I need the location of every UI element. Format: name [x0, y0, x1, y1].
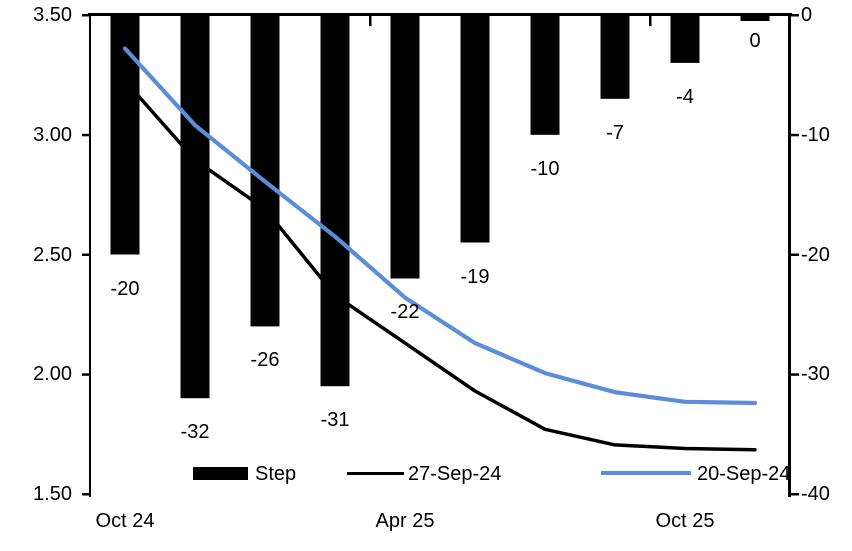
right-axis-tick-label: -40: [801, 483, 830, 505]
bar-step-8: [670, 15, 700, 63]
bar-step-9: [740, 15, 770, 21]
x-axis-tick-label: Oct 25: [655, 510, 715, 532]
right-axis-line: [788, 13, 791, 497]
legend-step-label: Step: [255, 463, 297, 485]
bar-data-label: -7: [606, 121, 624, 144]
bar-step-6: [530, 15, 560, 135]
legend-27-sep-label: 27-Sep-24: [408, 463, 502, 485]
bar-step-0: [110, 15, 140, 255]
top-axis-line: [88, 13, 792, 16]
left-axis-tick-label: 2.00: [33, 363, 72, 386]
right-axis-tick: [791, 373, 799, 376]
left-axis-line: [89, 13, 91, 497]
bar-step-5: [460, 15, 490, 243]
x-axis-tick-label: Oct 24: [95, 510, 155, 532]
right-axis-tick-label: 0: [801, 4, 813, 26]
bar-data-label: -31: [320, 409, 350, 432]
bar-data-label: -4: [676, 85, 694, 108]
bar-step-2: [250, 15, 280, 327]
left-axis-tick: [82, 133, 90, 137]
right-axis-tick: [791, 253, 799, 256]
left-axis-tick: [82, 373, 90, 376]
left-axis-tick: [82, 493, 90, 496]
x-axis-tick-label: Apr 25: [375, 510, 435, 532]
bar-step-1: [180, 15, 210, 399]
legend-20-sep-label: 20-Sep-24: [697, 463, 791, 485]
left-axis-tick-label: 2.50: [33, 243, 72, 266]
x-axis-tick: [649, 16, 652, 26]
left-axis-tick-label: 3.00: [33, 123, 72, 146]
legend-27-sep-line-swatch: [347, 472, 404, 475]
bar-data-label: -20: [110, 277, 140, 300]
left-axis-tick-label: 1.50: [33, 483, 72, 505]
bar-data-label: -32: [180, 421, 210, 444]
bar-data-label: 0: [749, 30, 761, 52]
right-axis-tick: [791, 493, 799, 496]
bar-step-4: [390, 15, 420, 279]
left-axis-tick: [82, 253, 90, 256]
legend-step-bar-swatch: [193, 467, 248, 480]
bar-data-label: -19: [460, 265, 490, 288]
right-axis-tick-label: -30: [801, 363, 830, 386]
bar-data-label: -10: [530, 157, 560, 180]
x-axis-tick: [369, 16, 372, 26]
left-axis-tick: [82, 14, 90, 17]
right-axis-tick: [791, 14, 799, 17]
right-axis-tick: [791, 133, 799, 137]
right-axis-tick-label: -20: [801, 243, 830, 266]
bar-data-label: -26: [250, 349, 280, 372]
bar-data-label: -22: [390, 301, 420, 324]
right-axis-tick-label: -10: [801, 123, 830, 146]
bar-step-7: [600, 15, 630, 99]
legend-20-sep-line-swatch: [601, 471, 691, 475]
bar-step-3: [320, 15, 350, 387]
left-axis-tick-label: 3.50: [33, 4, 72, 26]
